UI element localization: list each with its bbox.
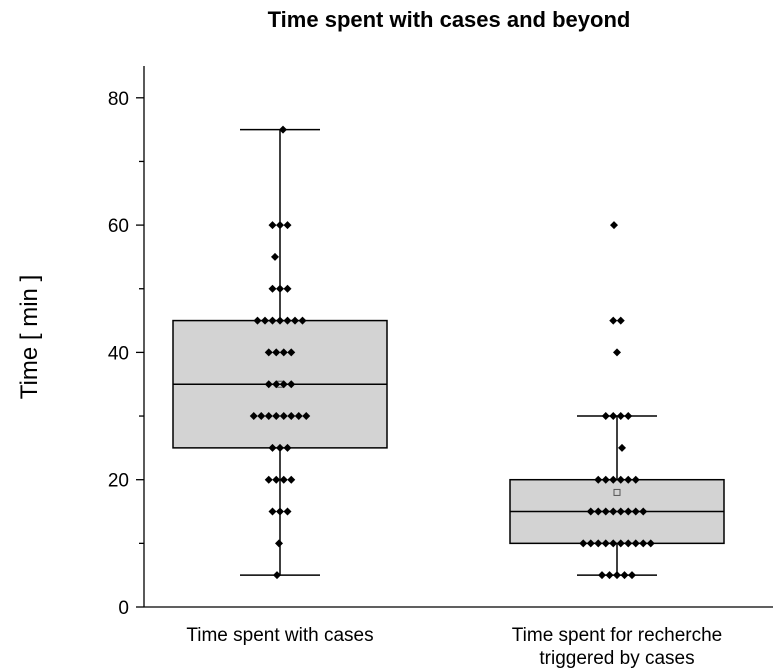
data-point <box>279 475 288 484</box>
data-point <box>624 412 633 421</box>
data-point <box>586 507 595 516</box>
data-point <box>631 475 640 484</box>
data-point <box>283 316 292 325</box>
data-point <box>272 475 281 484</box>
data-point <box>631 539 640 548</box>
data-point <box>271 252 279 261</box>
data-point <box>257 412 266 421</box>
data-point <box>283 284 292 293</box>
data-points <box>249 125 655 580</box>
data-point <box>272 348 281 357</box>
data-point <box>291 316 299 325</box>
data-point <box>624 539 633 548</box>
data-point <box>276 284 284 293</box>
data-point <box>616 539 625 548</box>
y-ticks: 0 20 40 60 80 <box>108 89 144 619</box>
y-tick-label: 60 <box>108 216 129 237</box>
data-point <box>620 571 629 580</box>
data-point <box>287 412 296 421</box>
data-point <box>276 316 284 325</box>
category-label: Time spent for recherche triggered by cas… <box>512 625 723 669</box>
data-point <box>276 221 284 230</box>
data-point <box>268 221 277 230</box>
data-point <box>272 380 281 389</box>
data-point <box>287 475 296 484</box>
data-point <box>264 412 273 421</box>
data-point <box>624 507 633 516</box>
data-point <box>279 125 287 134</box>
data-point <box>279 380 288 389</box>
data-point <box>264 475 273 484</box>
mean-marker <box>613 488 621 496</box>
data-point <box>594 507 603 516</box>
data-point <box>631 507 640 516</box>
data-point <box>609 316 618 325</box>
data-point <box>601 412 610 421</box>
data-point <box>613 348 621 357</box>
category-label-line: Time spent for recherche <box>512 625 723 646</box>
y-tick-label: 20 <box>108 471 129 492</box>
data-point <box>618 443 626 452</box>
data-point <box>276 507 284 516</box>
data-point <box>601 475 610 484</box>
category-label-line: Time spent with cases <box>186 625 373 646</box>
data-point <box>616 412 625 421</box>
data-point <box>268 284 277 293</box>
data-point <box>639 507 648 516</box>
data-point <box>594 475 603 484</box>
data-point <box>579 539 588 548</box>
data-point <box>283 443 292 452</box>
data-point <box>268 507 277 516</box>
category-labels: Time spent with cases Time spent for rech… <box>186 625 722 669</box>
data-point <box>249 412 258 421</box>
data-point <box>264 380 273 389</box>
y-tick-label: 80 <box>108 89 129 110</box>
data-point <box>283 507 292 516</box>
data-point <box>268 316 277 325</box>
category-label: Time spent with cases <box>186 625 373 646</box>
data-point <box>598 571 606 580</box>
data-point <box>616 507 625 516</box>
data-point <box>609 412 618 421</box>
data-point <box>287 380 296 389</box>
data-point <box>261 316 269 325</box>
data-point <box>253 316 262 325</box>
data-point <box>616 316 625 325</box>
y-tick-label: 40 <box>108 343 129 364</box>
data-point <box>287 348 296 357</box>
data-point <box>610 221 618 230</box>
chart-title: Time spent with cases and beyond <box>268 7 631 32</box>
data-point <box>605 571 614 580</box>
category-label-line: triggered by cases <box>539 648 694 669</box>
data-point <box>601 507 610 516</box>
data-point <box>276 443 284 452</box>
data-point <box>294 412 303 421</box>
data-point <box>646 539 655 548</box>
data-point <box>268 443 277 452</box>
data-point <box>609 539 618 548</box>
data-point <box>616 475 625 484</box>
y-tick-label: 0 <box>118 598 129 619</box>
data-point <box>613 571 621 580</box>
data-point <box>628 571 636 580</box>
data-point <box>624 475 633 484</box>
data-point <box>601 539 610 548</box>
data-point <box>609 475 618 484</box>
data-point <box>273 571 281 580</box>
data-point <box>594 539 603 548</box>
data-point <box>298 316 307 325</box>
y-axis-title: Time [ min ] <box>16 275 43 399</box>
data-point <box>279 348 288 357</box>
data-point <box>272 412 281 421</box>
data-point <box>302 412 311 421</box>
data-point <box>586 539 595 548</box>
data-point <box>279 412 288 421</box>
boxes <box>172 128 725 576</box>
data-point <box>639 539 648 548</box>
data-point <box>264 348 273 357</box>
data-point <box>609 507 618 516</box>
data-point <box>275 539 283 548</box>
data-point <box>283 221 292 230</box>
